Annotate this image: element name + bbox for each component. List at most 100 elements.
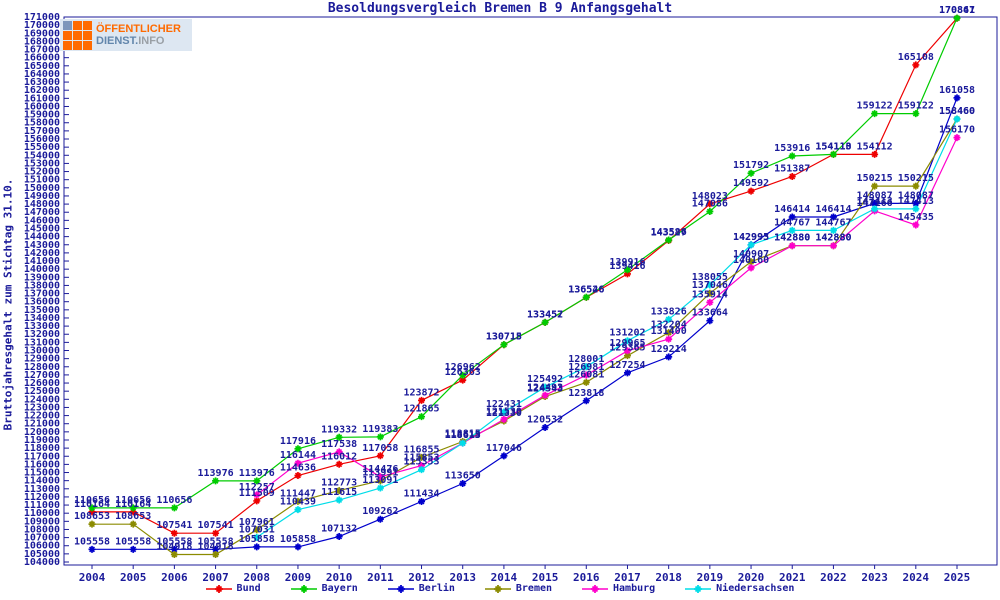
y-tick-label: 116000 <box>24 459 60 470</box>
data-point-label-niedersachsen-2010: 111615 <box>321 487 357 498</box>
data-point-label-berlin-2010: 107132 <box>321 524 357 535</box>
legend-label: Niedersachsen <box>716 583 795 594</box>
data-point-label-bayern-2008: 113976 <box>239 468 275 479</box>
data-point-label-berlin-2021: 146414 <box>774 204 810 215</box>
data-point-label-berlin-2014: 117046 <box>486 443 522 454</box>
y-tick-label: 127000 <box>24 370 60 381</box>
data-point-label-bayern-2011: 119383 <box>362 424 398 435</box>
data-point-label-bund-2020: 149592 <box>733 178 769 189</box>
data-point-label-bayern-2014: 130718 <box>486 332 522 343</box>
legend-point-icon <box>591 584 600 593</box>
y-tick-label: 120000 <box>24 427 60 438</box>
data-point-label-bund-2016: 136526 <box>568 284 604 295</box>
data-point-label-bremen-2010: 112773 <box>321 478 357 489</box>
data-point-label-berlin-2005: 105558 <box>115 536 151 547</box>
logo-square <box>83 30 92 40</box>
y-tick-label: 144000 <box>24 232 60 243</box>
data-point-bremen-2011 <box>376 477 384 485</box>
data-point-bremen-2006 <box>170 551 178 559</box>
data-point-label-bund-2023: 154112 <box>857 141 893 152</box>
y-tick-label: 146000 <box>24 215 60 226</box>
y-tick-label: 125000 <box>24 386 60 397</box>
x-tick-label: 2013 <box>449 571 476 584</box>
y-tick-label: 169000 <box>24 28 60 39</box>
x-tick-label: 2023 <box>861 571 888 584</box>
site-logo[interactable]: ÖFFENTLICHER DIENST.INFO <box>60 19 192 51</box>
legend-marker-icon <box>205 584 232 593</box>
data-point-berlin-2013 <box>459 480 467 488</box>
data-point-bund-2004 <box>88 508 96 516</box>
y-tick-label: 129000 <box>24 354 60 365</box>
data-point-label-hamburg-2019: 135914 <box>692 289 728 300</box>
y-tick-label: 140000 <box>24 264 60 275</box>
data-point-bremen-2018 <box>665 329 673 337</box>
data-point-bremen-2017 <box>623 352 631 360</box>
x-tick-label: 2022 <box>820 571 847 584</box>
series-line-bund <box>92 17 958 534</box>
y-tick-label: 156000 <box>24 134 60 145</box>
y-tick-label: 107000 <box>24 533 60 544</box>
legend-item-hamburg: Hamburg <box>582 583 655 594</box>
y-tick-label: 122000 <box>24 411 60 422</box>
legend-marker-icon <box>484 584 511 593</box>
data-point-label-hamburg-2010: 117538 <box>321 439 357 450</box>
data-point-label-niedersachsen-2024: 147413 <box>898 196 934 207</box>
data-point-label-hamburg-2020: 140160 <box>733 255 769 266</box>
x-tick-label: 2019 <box>697 571 724 584</box>
data-point-label-bund-2005: 110164 <box>115 499 151 510</box>
data-point-hamburg-2016 <box>582 371 590 379</box>
data-point-bayern-2018 <box>665 236 673 244</box>
logo-square <box>63 40 72 50</box>
data-point-bund-2019 <box>706 200 714 208</box>
y-tick-label: 154000 <box>24 150 60 161</box>
data-point-label-bremen-2012: 116855 <box>403 444 439 455</box>
data-point-label-hamburg-2012: 115853 <box>403 453 439 464</box>
data-point-label-bund-2011: 117058 <box>362 443 398 454</box>
data-point-label-berlin-2016: 123818 <box>568 388 604 399</box>
data-point-label-hamburg-2025: 156170 <box>939 125 975 136</box>
y-tick-label: 155000 <box>24 142 60 153</box>
y-tick-label: 134000 <box>24 313 60 324</box>
data-point-label-hamburg-2023: 147166 <box>857 198 893 209</box>
data-point-berlin-2021 <box>788 213 796 221</box>
y-tick-label: 115000 <box>24 468 60 479</box>
data-point-bremen-2007 <box>212 551 220 559</box>
legend-point-icon <box>299 584 308 593</box>
data-point-label-hamburg-2022: 142880 <box>815 233 851 244</box>
data-point-berlin-2018 <box>665 353 673 361</box>
data-point-label-niedersachsen-2018: 133826 <box>651 306 687 317</box>
y-tick-label: 150000 <box>24 183 60 194</box>
data-point-niedersachsen-2014 <box>500 408 508 416</box>
data-point-berlin-2007 <box>212 545 220 553</box>
y-tick-label: 124000 <box>24 394 60 405</box>
data-point-label-hamburg-2021: 142880 <box>774 233 810 244</box>
series-line-berlin <box>92 97 958 550</box>
data-point-label-berlin-2022: 146414 <box>815 204 851 215</box>
x-tick-label: 2016 <box>573 571 600 584</box>
y-tick-label: 166000 <box>24 53 60 64</box>
y-tick-label: 162000 <box>24 85 60 96</box>
logo-squares-icon <box>63 20 92 50</box>
data-point-berlin-2005 <box>129 545 137 553</box>
data-point-bayern-2004 <box>88 504 96 512</box>
data-point-niedersachsen-2024 <box>912 205 920 213</box>
legend-point-icon <box>214 584 223 593</box>
data-point-label-berlin-2019: 133664 <box>692 308 728 319</box>
legend-marker-icon <box>582 584 609 593</box>
data-point-label-berlin-2004: 105558 <box>74 536 110 547</box>
data-point-label-bayern-2005: 110656 <box>115 495 151 506</box>
legend-label: Bremen <box>515 583 553 594</box>
y-tick-label: 138000 <box>24 280 60 291</box>
data-point-label-niedersachsen-2016: 128001 <box>568 354 604 365</box>
chart-legend: Bund Bayern Berlin Bremen Hamburg Niedersachs… <box>0 583 1000 594</box>
data-point-niedersachsen-2021 <box>788 226 796 234</box>
data-point-label-bremen-2023: 150215 <box>857 173 893 184</box>
y-tick-label: 147000 <box>24 207 60 218</box>
y-tick-label: 143000 <box>24 240 60 251</box>
data-point-label-bund-2014: 130715 <box>486 332 522 343</box>
y-tick-label: 126000 <box>24 378 60 389</box>
logo-square <box>63 20 72 30</box>
data-point-label-berlin-2009: 105858 <box>280 534 316 545</box>
data-point-label-berlin-2020: 142995 <box>733 232 769 243</box>
data-point-label-bund-2012: 123872 <box>403 387 439 398</box>
